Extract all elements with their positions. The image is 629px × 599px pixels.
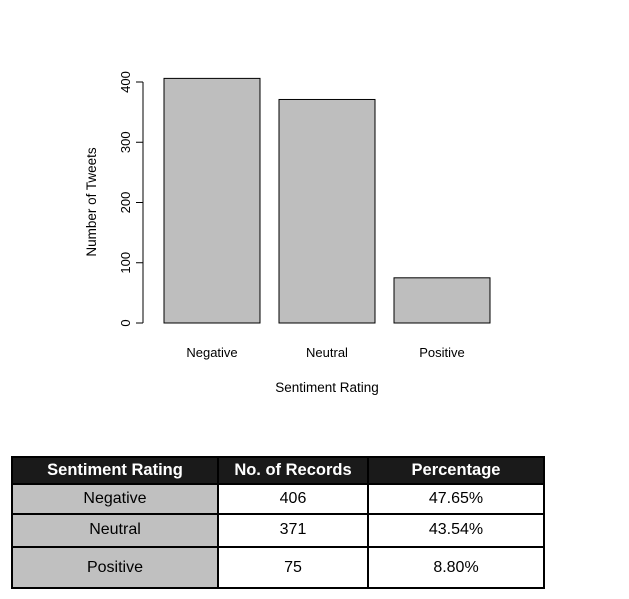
cell-percentage: 43.54% <box>367 512 545 549</box>
table-row: Positive 75 8.80% <box>11 546 545 589</box>
table-header-row: Sentiment Rating No. of Records Percenta… <box>11 456 545 485</box>
x-axis-title: Sentiment Rating <box>275 380 379 395</box>
table-row: Neutral 371 43.54% <box>11 512 545 549</box>
x-tick-label: Negative <box>186 345 237 360</box>
cell-records: 406 <box>217 483 369 515</box>
cell-rating: Negative <box>11 483 219 515</box>
cell-records: 75 <box>217 546 369 589</box>
y-tick-label: 300 <box>118 131 133 153</box>
header-sentiment-rating: Sentiment Rating <box>11 456 219 485</box>
cell-percentage: 47.65% <box>367 483 545 515</box>
header-percentage: Percentage <box>367 456 545 485</box>
bar-chart: 0 100 200 300 400 Negative Neutral Positive Se… <box>84 71 491 395</box>
x-tick-label: Neutral <box>306 345 348 360</box>
y-tick-label: 0 <box>118 319 133 326</box>
bars <box>163 77 491 324</box>
bar-negative <box>163 77 261 324</box>
cell-rating: Neutral <box>11 512 219 549</box>
y-axis-title: Number of Tweets <box>84 147 99 257</box>
cell-records: 371 <box>217 512 369 549</box>
x-tick-label: Positive <box>419 345 465 360</box>
cell-rating: Positive <box>11 546 219 589</box>
bar-positive <box>393 277 491 324</box>
y-axis: 0 100 200 300 400 <box>118 71 144 327</box>
table-row: Negative 406 47.65% <box>11 483 545 515</box>
bar-neutral <box>278 98 376 324</box>
y-tick-label: 400 <box>118 71 133 93</box>
cell-percentage: 8.80% <box>367 546 545 589</box>
header-no-of-records: No. of Records <box>217 456 369 485</box>
y-tick-label: 200 <box>118 192 133 214</box>
x-axis-labels: Negative Neutral Positive <box>186 345 464 360</box>
sentiment-table: Sentiment Rating No. of Records Percenta… <box>11 456 545 589</box>
y-tick-label: 100 <box>118 252 133 274</box>
